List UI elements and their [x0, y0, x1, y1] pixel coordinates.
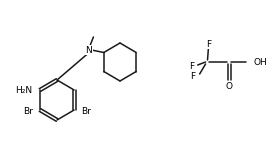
Text: Br: Br — [81, 107, 91, 115]
Text: O: O — [226, 82, 233, 90]
Text: H₂N: H₂N — [15, 86, 32, 95]
Text: Br: Br — [23, 107, 33, 115]
Text: F: F — [206, 40, 211, 49]
Text: F: F — [191, 71, 196, 81]
Text: OH: OH — [254, 58, 268, 66]
Text: F: F — [189, 62, 194, 70]
Text: N: N — [85, 45, 92, 54]
